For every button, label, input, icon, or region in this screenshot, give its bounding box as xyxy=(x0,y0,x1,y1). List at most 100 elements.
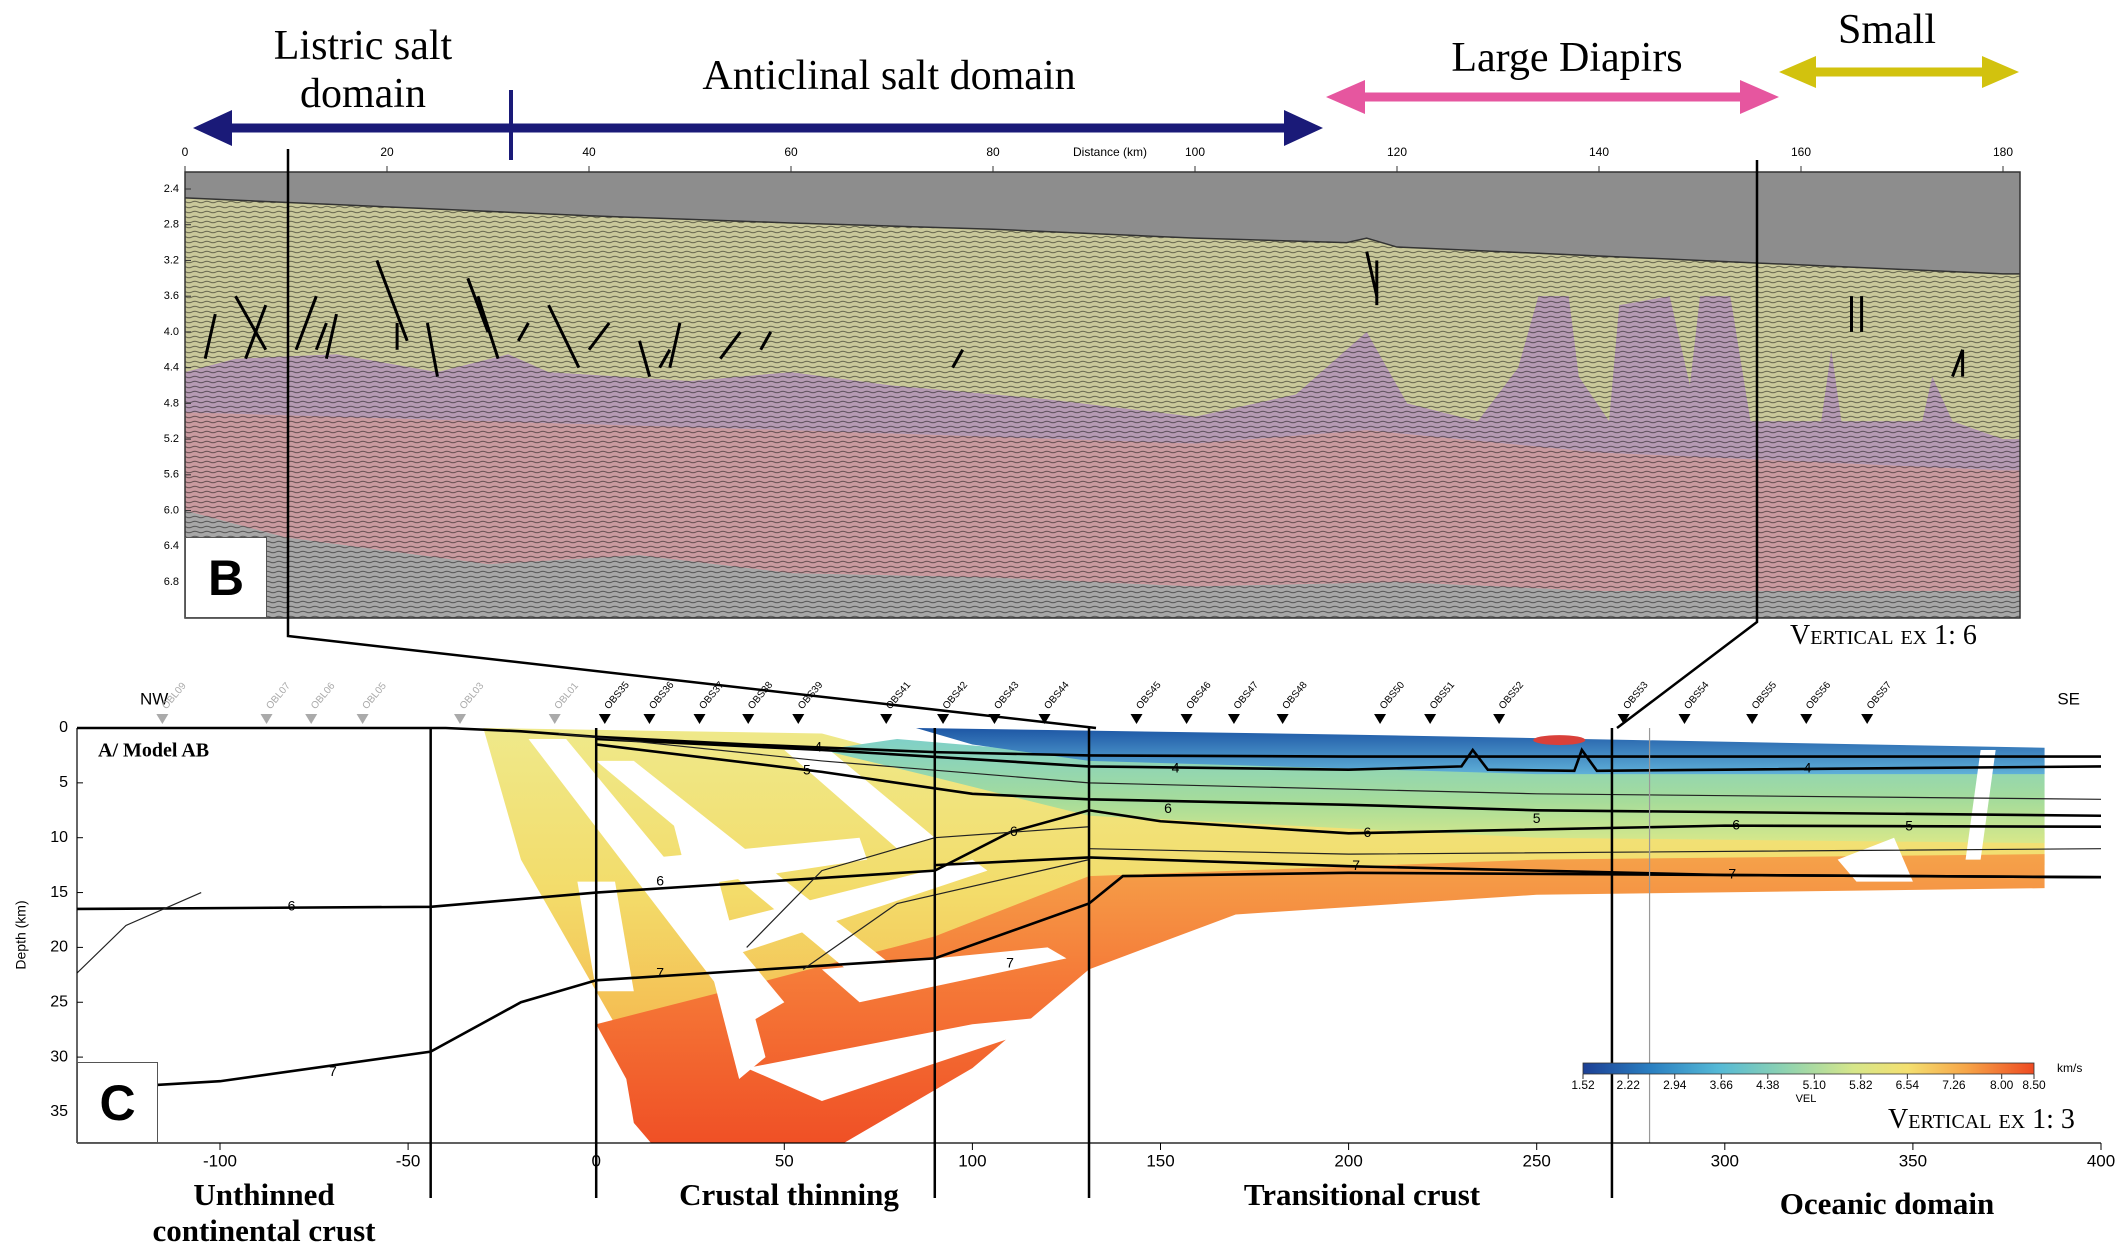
fault xyxy=(294,295,318,351)
fault xyxy=(324,313,338,360)
fault xyxy=(314,322,328,351)
vertical-exaggeration: Vertical ex 1: 6 xyxy=(1790,620,1977,651)
domain-label: Small xyxy=(1837,7,1936,53)
fault xyxy=(1365,251,1379,297)
x-tick-label: 50 xyxy=(775,1151,794,1170)
x-tick-label: 300 xyxy=(1711,1151,1739,1170)
y-tick-label: 2.8 xyxy=(164,219,179,231)
domain-label: Large Diapirs xyxy=(1451,35,1683,81)
station-marker xyxy=(643,714,656,724)
station-marker xyxy=(1276,714,1289,724)
x-tick-label: 0 xyxy=(591,1151,600,1170)
station-label: OBS55 xyxy=(1750,680,1779,712)
contour-label: 6 xyxy=(288,898,296,914)
station-label: OBL07 xyxy=(264,680,293,711)
y-tick-label: 10 xyxy=(50,829,68,846)
station-label: OBS35 xyxy=(603,680,632,712)
station-label: OBL03 xyxy=(458,680,487,711)
domain-arrows xyxy=(193,56,2019,160)
station-marker xyxy=(260,714,273,724)
x-tick-label: 100 xyxy=(958,1151,986,1170)
x-tick-label: 350 xyxy=(1899,1151,1927,1170)
colorbar-tick-label: 1.52 xyxy=(1571,1078,1595,1092)
fault xyxy=(203,313,217,360)
station-marker xyxy=(988,714,1001,724)
x-tick-label: 40 xyxy=(582,145,596,159)
thin-contour xyxy=(77,892,202,974)
fault xyxy=(244,304,268,360)
x-tick-label: 160 xyxy=(1791,145,1811,159)
contour-label: 4 xyxy=(814,738,822,754)
colorbar-tick-label: 2.22 xyxy=(1617,1078,1641,1092)
fault xyxy=(375,259,409,342)
anomaly xyxy=(1533,735,1586,746)
station-marker xyxy=(1130,714,1143,724)
x-tick-label: 180 xyxy=(1993,145,2013,159)
y-tick-label: 4.0 xyxy=(164,326,179,338)
y-tick-label: 4.8 xyxy=(164,397,179,409)
domain-label: Listric salt domain xyxy=(273,23,453,118)
seismic-texture xyxy=(185,197,2020,618)
station-label: OBS56 xyxy=(1804,680,1833,712)
ray-gap xyxy=(746,1013,1086,1101)
x-tick-label: 20 xyxy=(380,145,394,159)
crust-domain-label: Crustal thinning xyxy=(679,1177,899,1212)
y-axis-label: Depth (km) xyxy=(13,900,29,969)
velocity-contour xyxy=(77,808,2101,911)
y-tick-label: 6.8 xyxy=(164,576,179,588)
x-tick-label: 200 xyxy=(1334,1151,1362,1170)
fault xyxy=(476,295,500,360)
fault xyxy=(719,331,742,360)
x-tick-label: 80 xyxy=(986,145,1000,159)
contour-label: 5 xyxy=(1533,810,1541,826)
y-tick-label: 20 xyxy=(50,939,68,956)
fault xyxy=(587,322,611,351)
colorbar-tick-label: 8.00 xyxy=(1990,1078,2014,1092)
contour-label: 7 xyxy=(656,964,664,980)
station-marker xyxy=(1617,714,1630,724)
station-marker xyxy=(548,714,561,724)
x-tick-label: 60 xyxy=(784,145,798,159)
fault xyxy=(668,322,682,368)
station-marker xyxy=(792,714,805,724)
fault xyxy=(759,331,773,351)
model-title: A/ Model AB xyxy=(98,740,209,762)
station-marker xyxy=(156,714,169,724)
panel-b-frame xyxy=(184,171,2021,619)
contour-label: 6 xyxy=(1364,824,1372,840)
velocity-contour xyxy=(77,726,2101,758)
station-marker xyxy=(1746,714,1759,724)
station-marker xyxy=(742,714,755,724)
x-tick-label: 0 xyxy=(182,145,189,159)
crust-domain-label: Transitional crust xyxy=(1243,1177,1481,1212)
station-marker xyxy=(693,714,706,724)
contour-label: 7 xyxy=(329,1063,337,1079)
contour-label: 7 xyxy=(1006,955,1014,971)
thin-contour xyxy=(802,859,1090,970)
contour-label: 6 xyxy=(656,872,664,888)
thin-contour xyxy=(746,826,1090,948)
fault xyxy=(638,340,652,377)
station-marker xyxy=(1227,714,1240,724)
contour-label: 6 xyxy=(1010,823,1018,839)
station-marker xyxy=(880,714,893,724)
station-label: OBS36 xyxy=(647,680,676,712)
station-label: OBS48 xyxy=(1281,680,1310,712)
station-marker xyxy=(1038,714,1051,724)
ray-gap xyxy=(1965,749,1996,860)
x-tick-label: 150 xyxy=(1146,1151,1174,1170)
contour-label: 4 xyxy=(1804,759,1812,775)
contour-label: 6 xyxy=(1164,800,1172,816)
station-label: OBL05 xyxy=(360,680,389,711)
velocity-contour xyxy=(596,737,2101,773)
velocity-contour xyxy=(77,871,2101,1091)
station-marker xyxy=(1424,714,1437,724)
y-tick-label: 2.4 xyxy=(164,183,179,195)
x-tick-label: 120 xyxy=(1387,145,1407,159)
fault xyxy=(466,277,490,333)
x-tick-label: -50 xyxy=(396,1151,421,1170)
y-tick-label: 0 xyxy=(59,719,68,736)
connector-lines xyxy=(286,149,1759,730)
